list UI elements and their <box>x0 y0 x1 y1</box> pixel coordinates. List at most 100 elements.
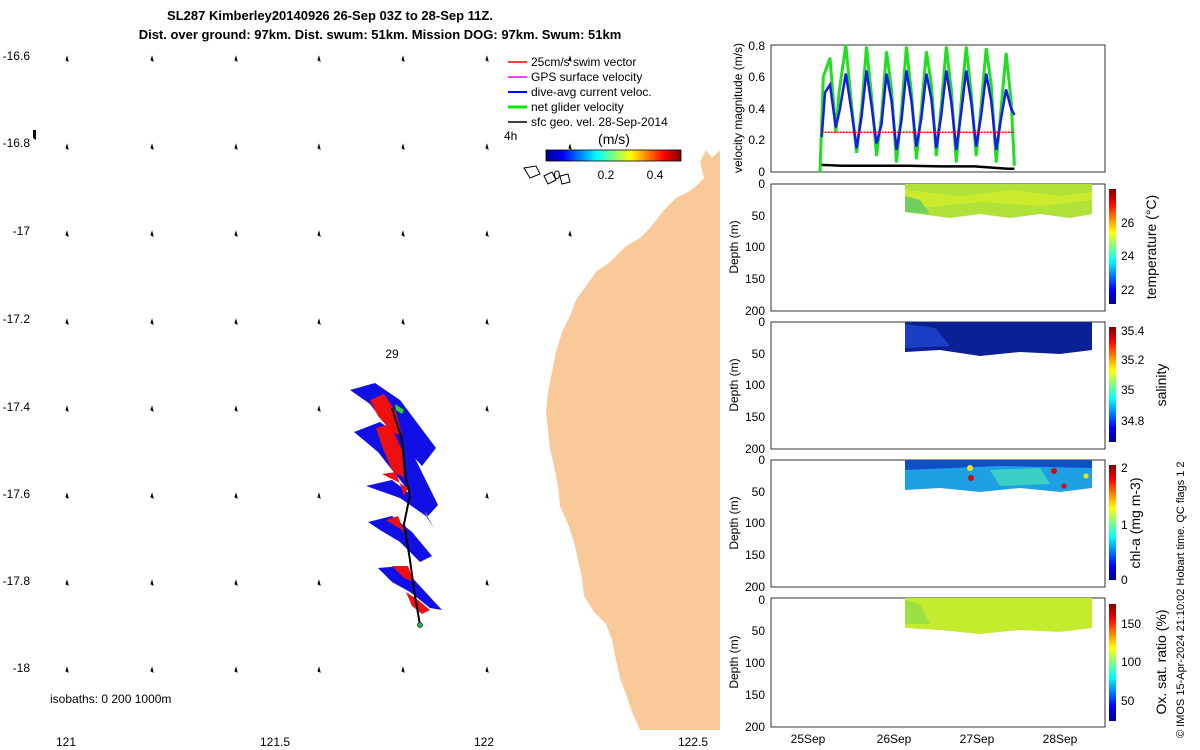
geo-velocity-arrow <box>317 318 321 325</box>
legend-sfc-geo-label: sfc geo. vel. 28-Sep-2014 <box>531 115 668 129</box>
chlorophyll-ylabel: Depth (m) <box>727 496 741 549</box>
salinity-section-fresh-patch <box>905 324 950 348</box>
salinity-panel: 0 50 100 150 200 Depth (m) 35.4 35.2 35 … <box>727 315 1169 456</box>
temperature-section-cool-patch <box>905 196 930 214</box>
velocity-series <box>818 44 1016 173</box>
geo-velocity-arrow <box>65 318 69 325</box>
map-y-tick: -17.8 <box>3 574 31 588</box>
geo-velocity-arrow <box>150 579 154 586</box>
geo-velocity-arrow <box>485 143 489 150</box>
chlorophyll-spot <box>1061 483 1067 489</box>
temperature-panel: 0 50 100 150 200 Depth (m) 26 24 22 temp… <box>727 177 1159 318</box>
geo-velocity-arrow <box>317 143 321 150</box>
chlorophyll-spot <box>968 475 974 481</box>
legend-entry: dive-avg current veloc. <box>508 85 652 99</box>
glider-track <box>350 383 442 628</box>
island <box>559 173 571 185</box>
geo-velocity-arrow <box>317 230 321 237</box>
salinity-cbar-label: salinity <box>1153 364 1169 407</box>
geo-velocity-arrow <box>234 666 238 673</box>
ox-y-tick: 200 <box>745 720 765 734</box>
temp-y-tick: 0 <box>758 177 765 191</box>
sfc-geo-velocity-vectors <box>65 55 572 673</box>
geo-velocity-arrow <box>568 55 572 62</box>
geo-velocity-arrow <box>317 579 321 586</box>
copyright-note: © IMOS 15-Apr-2024 21:10:02 Hobart time.… <box>1175 461 1187 738</box>
ox-cbar-tick: 150 <box>1121 617 1141 631</box>
map-x-tick: 121 <box>56 735 76 749</box>
legend-swim-vector-label: 25cm/s swim vector <box>531 55 636 69</box>
sal-y-tick: 0 <box>758 315 765 329</box>
legend-gps-velocity-label: GPS surface velocity <box>531 70 642 84</box>
chlorophyll-spot <box>967 465 973 471</box>
net-velocity-vector <box>395 404 404 414</box>
oxygen-section <box>905 598 1092 634</box>
geo-velocity-arrow <box>65 230 69 237</box>
speed-colorbar-tick: 0.2 <box>598 168 615 182</box>
temp-y-tick: 150 <box>745 272 765 286</box>
geo-velocity-arrow <box>485 318 489 325</box>
chlorophyll-section-surface-band <box>905 460 1092 470</box>
swim-vector-fan <box>386 516 406 536</box>
vel-y-tick: 0 <box>758 165 765 179</box>
chl-cbar-tick: 1 <box>1121 518 1128 532</box>
map-panel: 29 isobaths: 0 200 1000m 25cm/s swim vec… <box>3 44 720 749</box>
ox-cbar-tick: 50 <box>1121 694 1135 708</box>
temp-y-tick: 100 <box>745 240 765 254</box>
chlorophyll-section-bloom <box>990 468 1050 486</box>
geo-velocity-arrow <box>150 666 154 673</box>
speed-colorbar-tick: 0.4 <box>647 168 664 182</box>
geo-velocity-arrow <box>65 579 69 586</box>
oxygen-panel: 0 50 100 150 200 Depth (m) 150 100 50 Ox… <box>727 593 1169 734</box>
vel-y-tick: 0.2 <box>748 133 765 147</box>
vel-y-tick: 0.8 <box>748 39 765 53</box>
map-y-tick: -16.8 <box>3 136 31 150</box>
chl-y-tick: 200 <box>745 580 765 594</box>
geo-velocity-arrow <box>485 55 489 62</box>
sal-y-tick: 50 <box>752 347 766 361</box>
swim-vector-fan <box>382 472 408 496</box>
geo-velocity-arrow <box>65 492 69 499</box>
temp-cbar-tick: 24 <box>1121 249 1135 263</box>
map-y-tick: -18 <box>13 661 31 675</box>
chlorophyll-spot <box>1083 473 1089 479</box>
map-x-tick: 121.5 <box>260 735 290 749</box>
time-tick: 25Sep <box>791 732 826 746</box>
chlorophyll-panel: 0 50 100 150 200 Depth (m) 2 1 0 chl-a (… <box>727 453 1143 594</box>
velocity-ylabel: velocity magnitude (m/s) <box>731 43 745 173</box>
geo-velocity-arrow <box>234 230 238 237</box>
ox-y-tick: 150 <box>745 688 765 702</box>
chl-cbar-tick: 2 <box>1121 461 1128 475</box>
temp-y-tick: 50 <box>752 209 766 223</box>
coastline-land <box>546 150 720 730</box>
glider-end-marker <box>417 622 423 628</box>
vel-y-tick: 0.6 <box>748 70 765 84</box>
geo-velocity-arrow <box>401 55 405 62</box>
swim-vector-fan <box>406 592 430 614</box>
geo-velocity-arrow <box>317 666 321 673</box>
sal-y-tick: 100 <box>745 378 765 392</box>
geo-velocity-arrow <box>401 230 405 237</box>
geo-velocity-arrow <box>317 405 321 412</box>
chl-y-tick: 0 <box>758 453 765 467</box>
ox-y-tick: 100 <box>745 656 765 670</box>
chlorophyll-colorbar <box>1109 465 1116 580</box>
geo-velocity-arrow <box>65 405 69 412</box>
island <box>543 171 557 185</box>
ox-y-tick: 50 <box>752 624 766 638</box>
temperature-colorbar <box>1109 189 1116 304</box>
salinity-ylabel: Depth (m) <box>727 358 741 411</box>
chl-y-tick: 50 <box>752 485 766 499</box>
geo-velocity-arrow <box>317 492 321 499</box>
temperature-cbar-label: temperature (°C) <box>1143 195 1159 299</box>
island <box>523 165 541 179</box>
geo-velocity-arrow <box>65 55 69 62</box>
geo-velocity-arrow <box>150 318 154 325</box>
geo-velocity-arrow <box>65 666 69 673</box>
geo-velocity-arrow <box>234 318 238 325</box>
map-legend: 25cm/s swim vector GPS surface velocity … <box>504 55 682 182</box>
temperature-section-warm-band <box>905 190 1092 208</box>
temperature-ylabel: Depth (m) <box>727 220 741 273</box>
legend-dive-avg-label: dive-avg current veloc. <box>531 85 652 99</box>
